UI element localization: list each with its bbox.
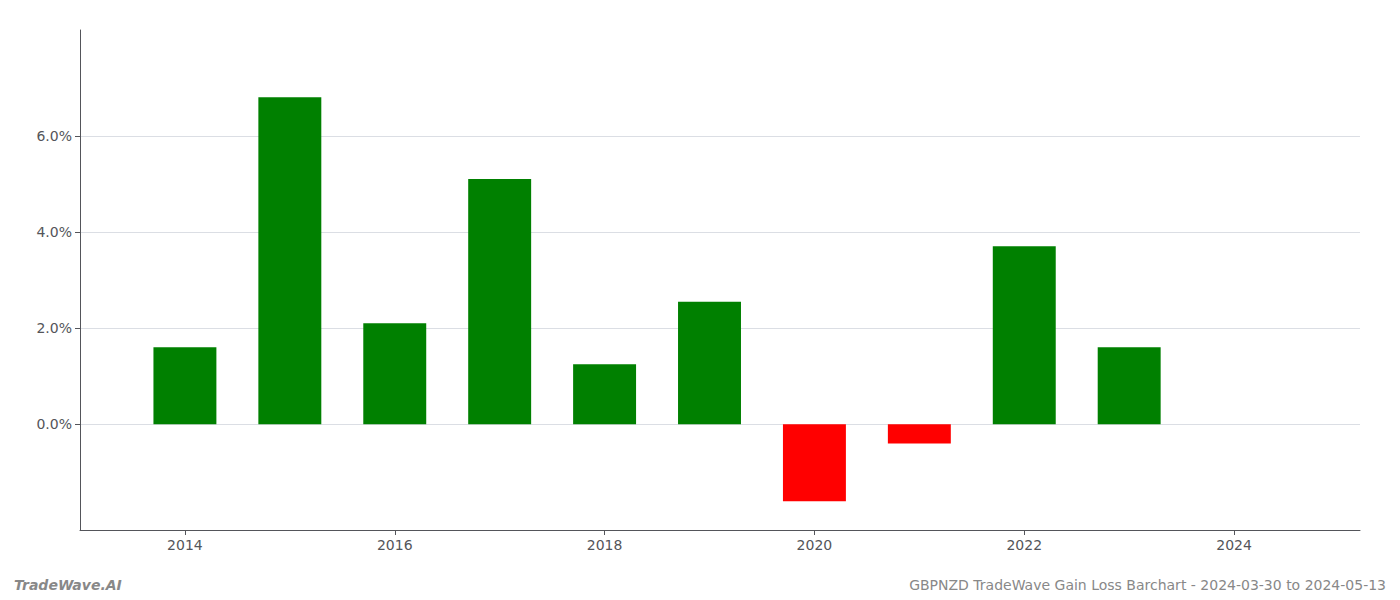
svg-text:6.0%: 6.0% (36, 128, 72, 144)
svg-text:2016: 2016 (377, 537, 413, 553)
svg-text:2022: 2022 (1006, 537, 1042, 553)
svg-text:TradeWave.AI: TradeWave.AI (14, 577, 122, 593)
svg-text:2020: 2020 (797, 537, 833, 553)
svg-text:2018: 2018 (587, 537, 623, 553)
svg-text:0.0%: 0.0% (36, 416, 72, 432)
svg-text:2.0%: 2.0% (36, 320, 72, 336)
svg-text:2014: 2014 (167, 537, 203, 553)
svg-text:2024: 2024 (1216, 537, 1252, 553)
svg-text:4.0%: 4.0% (36, 224, 72, 240)
svg-text:GBPNZD TradeWave Gain Loss Bar: GBPNZD TradeWave Gain Loss Barchart - 20… (909, 577, 1386, 593)
